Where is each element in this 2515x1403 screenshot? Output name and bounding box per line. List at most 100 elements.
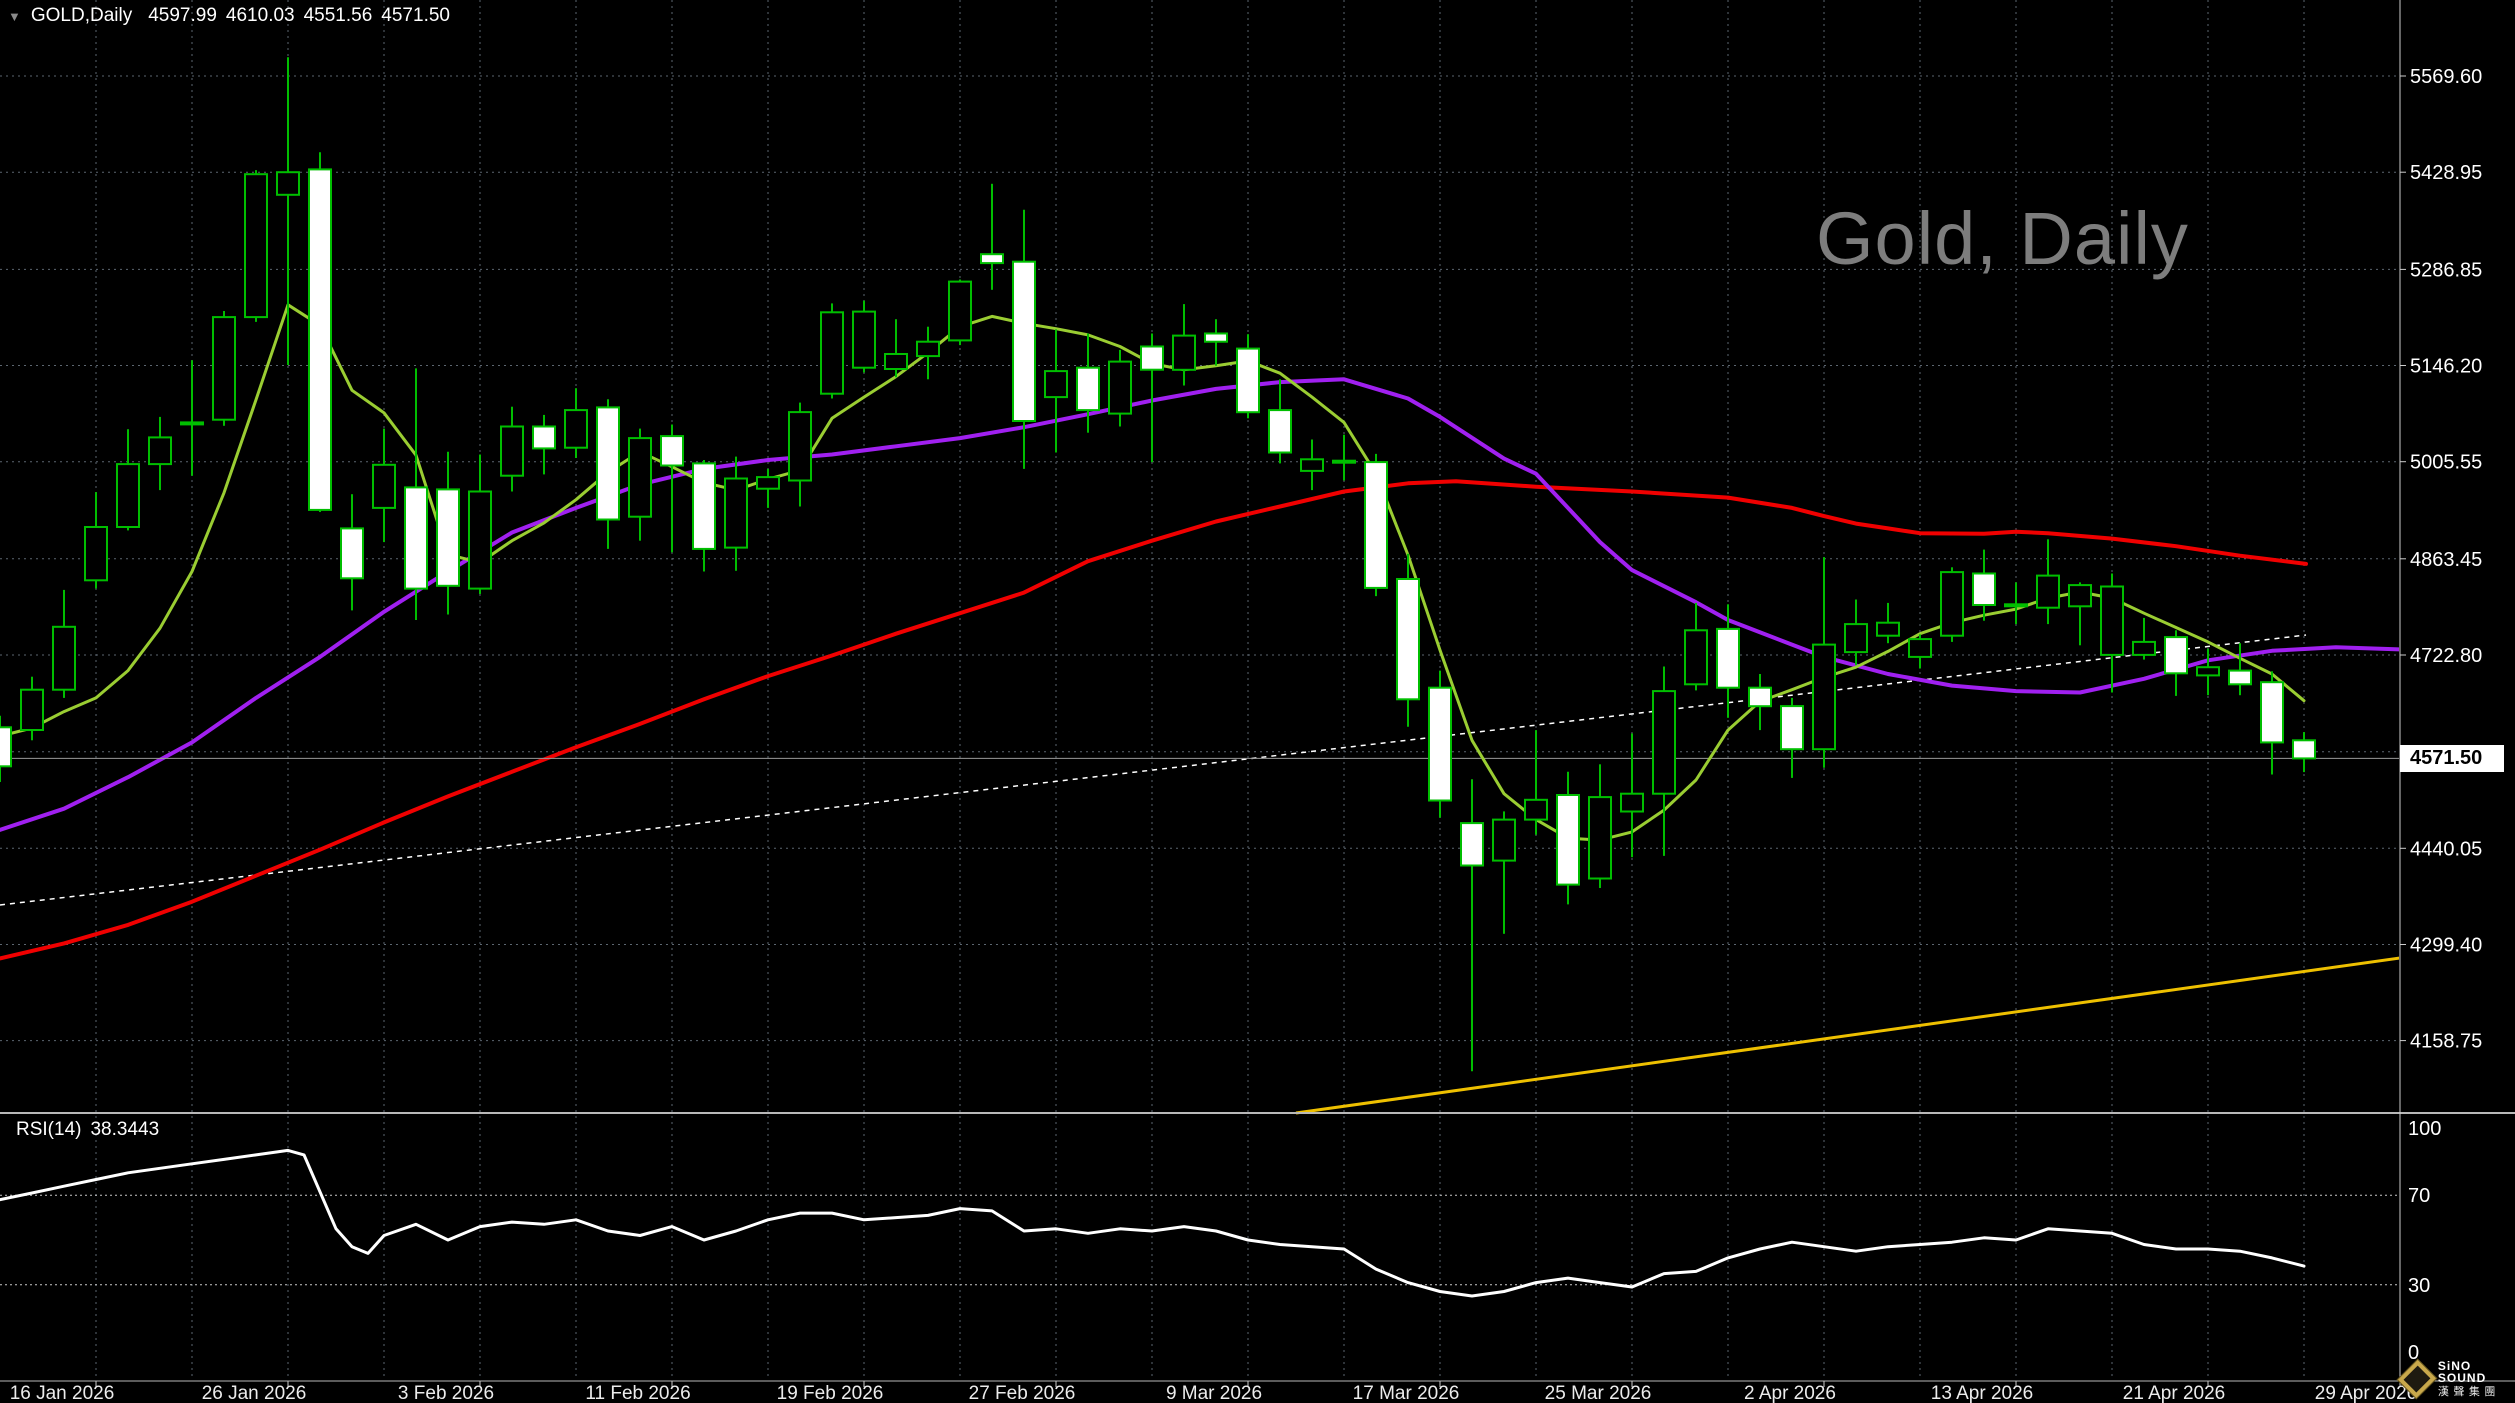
candle (564, 388, 588, 458)
candle (724, 456, 748, 571)
price-axis[interactable]: 5569.60 5428.95 5286.85 5146.20 5005.55 4863.… (2400, 66, 2482, 1364)
candle-body-bear (404, 486, 428, 590)
candle (1780, 697, 1804, 778)
candle-body-bull (52, 625, 76, 691)
candle (692, 460, 716, 572)
candle (116, 429, 140, 531)
candle (1332, 434, 1356, 481)
candle-body-bull (1652, 690, 1676, 795)
title-open-value: 4597.99 (148, 5, 217, 26)
candle-body-bull (500, 425, 524, 477)
candle-body-bull (948, 280, 972, 342)
rsi-axis-label: 70 (2408, 1185, 2430, 1207)
candle-body-bull (852, 310, 876, 369)
candle (276, 57, 300, 365)
candle (2292, 732, 2316, 773)
candle-body-bull (116, 463, 140, 529)
candle-body-bear (660, 435, 684, 467)
candle-body-bear (1780, 705, 1804, 751)
candle-body-bull (1300, 458, 1324, 472)
candle (884, 319, 908, 378)
price-axis-label: 5005.55 (2410, 452, 2482, 474)
price-axis-label: 4863.45 (2410, 549, 2482, 571)
rsi-current-value: 38.3443 (90, 1119, 160, 1140)
candle (1172, 304, 1196, 386)
candle (1396, 553, 1420, 727)
candle-body-bull (1332, 459, 1356, 464)
date-axis-label: 21 Apr 2026 (2123, 1383, 2225, 1403)
candle (532, 414, 556, 475)
candle-body-bull (244, 173, 268, 319)
candle (212, 311, 236, 426)
broker-diamond-icon (2397, 1359, 2437, 1399)
candle (2164, 630, 2188, 696)
candle-body-bull (148, 436, 172, 466)
candle-body-bull (1908, 638, 1932, 658)
candle (1236, 334, 1260, 419)
date-axis-label: 3 Feb 2026 (398, 1383, 494, 1403)
candle-body-bull (84, 526, 108, 582)
candle (1684, 602, 1708, 691)
date-axis-label: 19 Feb 2026 (777, 1383, 884, 1403)
candle (948, 279, 972, 346)
candle-body-bear (1076, 366, 1100, 412)
candle-body-bull (1812, 643, 1836, 751)
candle-body-bear (1364, 461, 1388, 589)
date-axis-label: 13 Apr 2026 (1931, 1383, 2033, 1403)
candle-body-bull (1524, 798, 1548, 821)
candle-body-bull (2196, 666, 2220, 677)
price-axis-label: 4440.05 (2410, 838, 2482, 860)
date-axis-label: 11 Feb 2026 (585, 1383, 690, 1403)
price-axis-label: 5569.60 (2410, 66, 2482, 88)
candle-body-bull (1940, 571, 1964, 637)
rsi-name: RSI(14) (16, 1119, 82, 1140)
candle-body-bear (1556, 794, 1580, 886)
rsi-axis-label: 30 (2408, 1275, 2430, 1297)
candle-body-bull (2100, 585, 2124, 656)
candle-body-bull (1588, 796, 1612, 880)
candle-body-bear (2164, 636, 2188, 675)
date-axis-label: 16 Jan 2026 (10, 1383, 115, 1403)
candle-body-bull (1172, 334, 1196, 371)
candle (2228, 643, 2252, 696)
time-axis[interactable]: 16 Jan 2026 26 Jan 2026 3 Feb 2026 11 Feb 2… (10, 1381, 2418, 1403)
candle-body-bull (1684, 629, 1708, 686)
price-axis-label: 4299.40 (2410, 935, 2482, 957)
candle-body-bear (436, 488, 460, 587)
candle-body-bull (628, 437, 652, 518)
chart-title: ▼ GOLD,Daily 4597.99 4610.03 4551.56 457… (8, 5, 459, 27)
candle (1524, 730, 1548, 835)
symbol-tree-triangle-icon[interactable]: ▼ (8, 8, 21, 24)
candle-body-bull (2004, 603, 2028, 608)
symbol-period-label: GOLD,Daily (30, 5, 133, 26)
date-axis-label: 17 Mar 2026 (1353, 1383, 1460, 1403)
broker-name: SiNO SOUND (2437, 1359, 2487, 1385)
price-axis-label: 4158.75 (2410, 1031, 2482, 1053)
candle-body-bull (2132, 640, 2156, 656)
title-low-value: 4551.56 (303, 5, 373, 26)
yellow-trendline[interactable] (1295, 956, 2400, 1115)
candle (2196, 648, 2220, 696)
candle-body-bear (1972, 572, 1996, 606)
plot-area (0, 57, 2400, 1115)
candle (1108, 349, 1132, 427)
candle (1428, 670, 1452, 818)
candle (1300, 439, 1324, 491)
candle (2100, 573, 2124, 693)
current-price-tag: 4571.50 (2400, 745, 2504, 772)
candle (1876, 602, 1900, 644)
ma-slow-red (0, 479, 2308, 961)
candle-body-bear (1236, 347, 1260, 414)
candle-body-bull (756, 476, 780, 490)
candle (468, 454, 492, 594)
candle-body-bull (1876, 621, 1900, 637)
rsi-indicator-label: RSI(14) 38.3443 (16, 1119, 159, 1141)
candle (1364, 453, 1388, 597)
candle-body-bull (180, 421, 204, 426)
candle-body-bull (2068, 584, 2092, 608)
candle (1716, 604, 1740, 718)
candle (2004, 582, 2028, 625)
date-axis-label: 9 Mar 2026 (1166, 1383, 1262, 1403)
